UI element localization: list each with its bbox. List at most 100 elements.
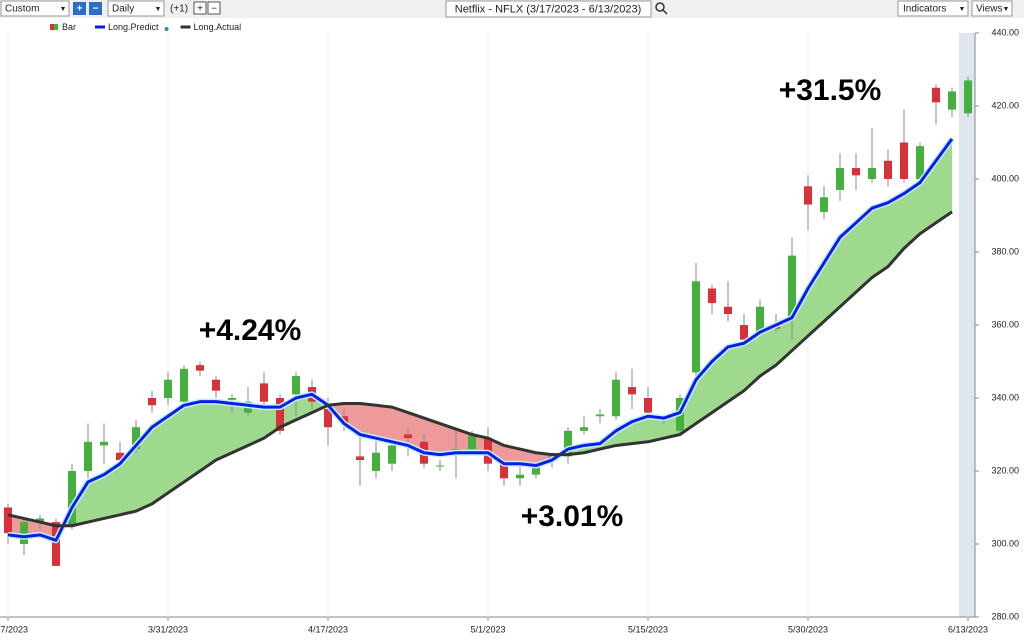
x-tick-label: 5/15/2023 <box>628 624 668 634</box>
indicators-text: Indicators <box>903 4 946 15</box>
symbol-text: Netflix - NFLX (3/17/2023 - 6/13/2023) <box>455 3 641 15</box>
spread-band <box>104 463 120 519</box>
offset-minus[interactable] <box>207 1 221 15</box>
candle-body <box>916 146 924 179</box>
x-tick-label: 3/31/2023 <box>148 624 188 634</box>
candle-body <box>116 452 124 461</box>
candle-body <box>900 142 908 179</box>
spread-band <box>248 405 264 446</box>
candle-body <box>132 427 140 450</box>
dropdown-arrow: ▼ <box>60 6 67 13</box>
y-tick-label: 300.00 <box>991 538 1019 548</box>
candle-body <box>612 379 620 417</box>
candle-body <box>820 197 828 212</box>
candle-body <box>564 430 572 457</box>
legend-swatch-bar <box>54 24 58 30</box>
views-text: Views <box>976 4 1003 15</box>
search-icon[interactable] <box>655 2 665 12</box>
candle-body <box>516 474 524 479</box>
candle-body <box>580 427 588 431</box>
legend-label: Bar <box>62 22 76 32</box>
spread-band <box>888 193 904 267</box>
candle-body <box>212 379 220 391</box>
candle-body <box>100 441 108 446</box>
x-tick-label: 5/1/2023 <box>470 624 505 634</box>
search-icon-handle <box>662 9 668 15</box>
candle-body <box>20 522 28 544</box>
candle-body <box>356 456 364 461</box>
symbol-box[interactable] <box>445 0 652 18</box>
zoom-out-button[interactable] <box>89 2 102 15</box>
candle-body <box>788 255 796 318</box>
spread-band <box>792 288 808 351</box>
spread-band <box>872 202 888 278</box>
spread-band <box>504 445 520 464</box>
candle-body <box>84 441 92 471</box>
series-line <box>7 137 954 542</box>
candle-body <box>708 288 716 304</box>
offset-plus[interactable] <box>193 1 207 15</box>
x-tick-label: 5/30/2023 <box>788 624 828 634</box>
candle-body <box>436 465 444 467</box>
legend-label: Long.Predict <box>108 22 159 32</box>
legend-swatch-bar <box>50 24 54 30</box>
period-text: Custom <box>5 4 39 15</box>
candle-body <box>388 445 396 464</box>
legend: Long.Predict Long.Actual <box>95 22 241 32</box>
spread-band <box>232 403 248 453</box>
candle-body <box>228 398 236 400</box>
spread-band <box>616 421 632 446</box>
spread-band <box>360 403 376 439</box>
candle-body <box>276 398 284 431</box>
spread-band <box>200 401 216 471</box>
candle-body <box>180 368 188 402</box>
x-tick-label: 3/17/2023 <box>0 624 28 634</box>
candle-body <box>644 398 652 413</box>
spread-band <box>184 401 200 482</box>
spread-band <box>344 403 360 435</box>
annotation: +31.5% <box>779 74 882 107</box>
candle-body <box>724 306 732 315</box>
candle-body <box>932 87 940 103</box>
candle-body <box>292 376 300 395</box>
zoom-in-button[interactable] <box>73 2 86 15</box>
plus-icon: + <box>197 4 203 15</box>
minus-icon: − <box>93 4 99 15</box>
dropdown-arrow: ▼ <box>1003 6 1010 13</box>
period-select[interactable] <box>0 0 70 17</box>
y-tick-label: 380.00 <box>991 246 1019 256</box>
candle-body <box>852 168 860 176</box>
candle-body <box>756 306 764 333</box>
candle-body <box>740 325 748 340</box>
candle-body <box>692 281 700 373</box>
spread-band <box>376 405 392 442</box>
annotation: +3.01% <box>521 500 624 533</box>
legend-label: Long.Actual <box>194 22 242 32</box>
candle-body <box>948 91 956 110</box>
offset-text: (+1) <box>170 4 188 15</box>
candle-body <box>52 522 60 566</box>
spread-band <box>760 325 776 377</box>
candle-body <box>804 186 812 205</box>
candle-body <box>500 463 508 479</box>
y-tick-label: 440.00 <box>991 27 1019 37</box>
candle-body <box>596 414 604 417</box>
x-tick-label: 6/13/2023 <box>948 624 988 634</box>
lines <box>7 137 955 544</box>
candle-body <box>164 379 172 398</box>
candle-body <box>324 408 332 428</box>
candle-body <box>36 518 44 523</box>
interval-select[interactable] <box>107 0 165 17</box>
spread-band <box>216 401 232 461</box>
candle-body <box>148 398 156 406</box>
legend-dot <box>164 27 169 31</box>
current-bar-highlight <box>959 33 975 617</box>
minus-icon: − <box>211 4 217 15</box>
grid <box>7 33 969 617</box>
candle-body <box>68 471 76 526</box>
spread-band <box>808 262 824 336</box>
candle-body <box>196 365 204 371</box>
views-select[interactable] <box>971 0 1013 17</box>
candle-body <box>836 168 844 190</box>
indicators-select[interactable] <box>897 0 969 17</box>
